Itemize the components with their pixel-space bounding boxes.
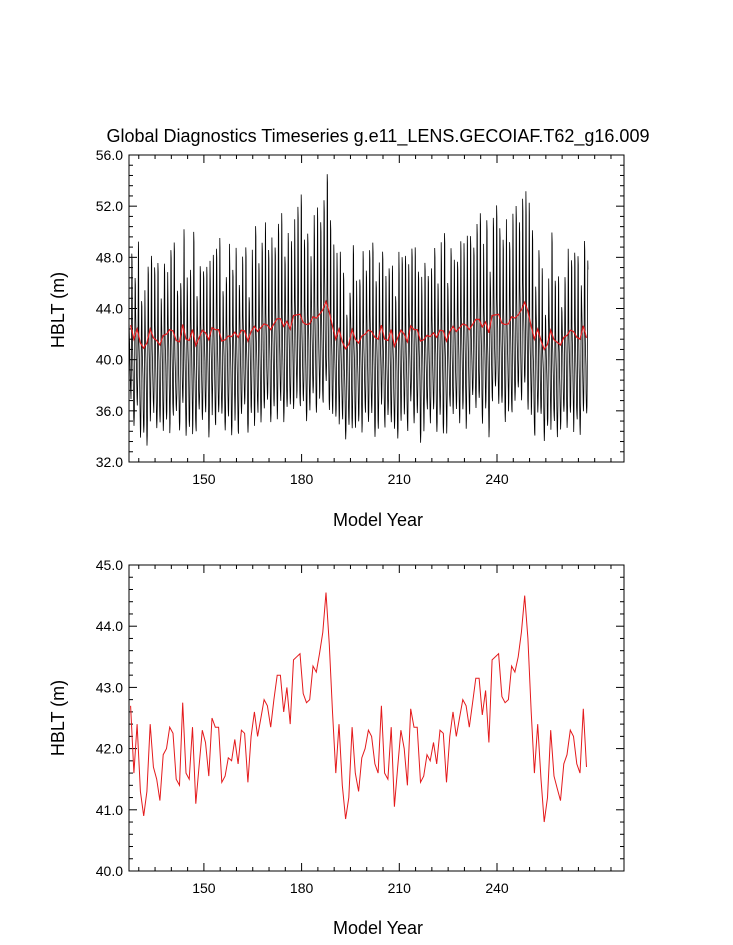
- plot-frame: [128, 154, 625, 463]
- y-axis-label: HBLT (m): [48, 680, 68, 756]
- plot-frame: [128, 564, 625, 872]
- y-tick-label: 56.0: [96, 147, 123, 163]
- y-tick-label: 48.0: [96, 249, 123, 265]
- y-tick-label: 43.0: [96, 679, 123, 695]
- y-tick-label: 41.0: [96, 802, 123, 818]
- y-tick-label: 44.0: [96, 301, 123, 317]
- x-tick-label: 150: [192, 471, 216, 487]
- x-tick-label: 210: [388, 880, 412, 896]
- y-tick-label: 36.0: [96, 403, 123, 419]
- x-tick-label: 180: [290, 880, 314, 896]
- y-tick-label: 42.0: [96, 741, 123, 757]
- monthly-series: [128, 174, 589, 446]
- annual-mean-series-line: [130, 592, 587, 823]
- monthly-series-line: [128, 174, 589, 446]
- y-tick-label: 40.0: [96, 863, 123, 879]
- x-tick-label: 240: [485, 471, 509, 487]
- y-tick-label: 52.0: [96, 198, 123, 214]
- y-axis-label: HBLT (m): [48, 272, 68, 348]
- x-tick-label: 240: [485, 880, 509, 896]
- y-tick-label: 32.0: [96, 454, 123, 470]
- annual-mean-series-line: [130, 299, 588, 351]
- top-chart: Global Diagnostics Timeseries g.e11_LENS…: [48, 126, 649, 530]
- y-tick-label: 45.0: [96, 557, 123, 573]
- y-tick-label: 40.0: [96, 352, 123, 368]
- x-tick-label: 210: [388, 471, 412, 487]
- bottom-chart: 40.0 41.0 42.0 43.0 44.0 45.0 150 180 210 240 Mod…: [48, 557, 625, 938]
- y-tick-label: 44.0: [96, 618, 123, 634]
- x-axis-label: Model Year: [333, 918, 423, 938]
- chart-title: Global Diagnostics Timeseries g.e11_LENS…: [107, 126, 650, 147]
- x-axis-label: Model Year: [333, 510, 423, 530]
- x-tick-label: 150: [192, 880, 216, 896]
- x-tick-label: 180: [290, 471, 314, 487]
